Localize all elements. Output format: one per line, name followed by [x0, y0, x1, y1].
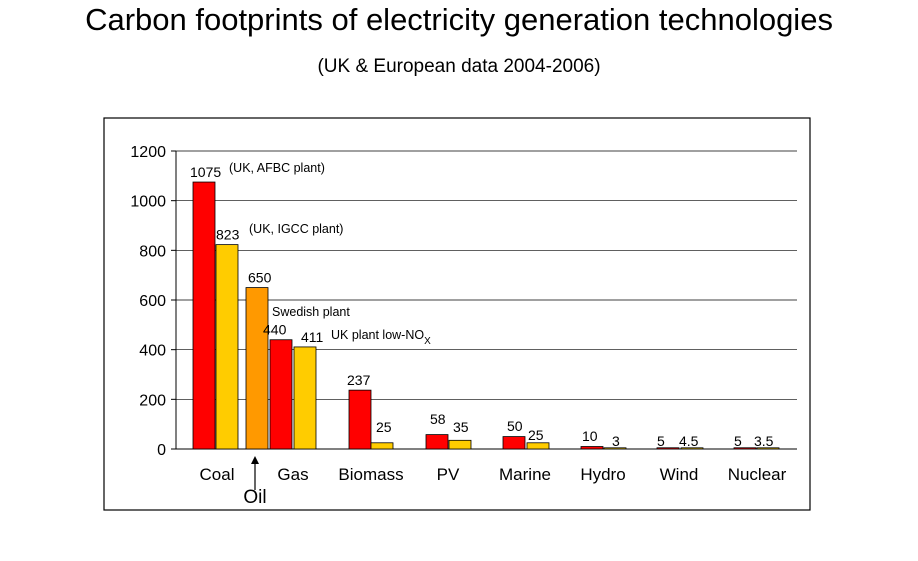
x-category-label: Oil [243, 487, 266, 508]
y-tick-label: 1200 [130, 144, 166, 161]
bar-biomass-yellow [370, 442, 394, 450]
y-tick-label: 800 [139, 243, 166, 260]
bar-nuclear-yellow [756, 447, 780, 450]
data-label: 58 [430, 411, 446, 427]
data-label: 4.5 [679, 433, 699, 449]
bar-hydro-red [580, 446, 604, 450]
data-label: 25 [528, 427, 544, 443]
x-category-label: PV [437, 465, 460, 484]
data-label: 10 [582, 428, 598, 444]
annotation-coal-afbc: (UK, AFBC plant) [229, 161, 325, 175]
annotation-gas-uk-low-nox: UK plant low-NOX [331, 328, 431, 347]
annotation-gas-swedish: Swedish plant [272, 305, 350, 319]
y-tick-label: 1000 [130, 194, 166, 211]
bars [192, 181, 780, 450]
chart-frame [103, 117, 811, 511]
data-label: 1075 [190, 164, 221, 180]
annotation-coal-igcc: (UK, IGCC plant) [249, 222, 343, 236]
bar-hydro-yellow [603, 447, 627, 450]
x-category-label: Hydro [580, 465, 625, 484]
x-category-label: Biomass [338, 465, 403, 484]
oil-arrow-icon [251, 456, 259, 490]
data-label: 3 [612, 433, 620, 449]
x-axis: Coal Oil Gas Biomass PV Marine Hydro Wind Nuclea… [200, 465, 787, 508]
chart-title: Carbon footprints of electricity generat… [85, 2, 833, 37]
bar-wind-red [656, 447, 680, 450]
data-label: 440 [263, 322, 287, 338]
x-category-label: Nuclear [728, 465, 787, 484]
x-category-label: Coal [200, 465, 235, 484]
bar-wind-yellow [680, 447, 704, 450]
x-category-label: Gas [277, 465, 308, 484]
y-tick-label: 0 [157, 442, 166, 459]
y-tick-label: 400 [139, 343, 166, 360]
data-label: 823 [216, 227, 240, 243]
bar-coal-red [192, 181, 216, 450]
x-category-label: Marine [499, 465, 551, 484]
bar-marine-yellow [526, 442, 550, 450]
data-label: 3.5 [754, 433, 774, 449]
x-category-label: Wind [660, 465, 699, 484]
bar-pv-yellow [448, 439, 472, 450]
bar-biomass-red [348, 389, 372, 450]
bar-nuclear-red [733, 447, 757, 450]
y-tick-label: 600 [139, 293, 166, 310]
chart-subtitle: (UK & European data 2004-2006) [317, 56, 601, 77]
annotation-gas-uk-low-nox-main: UK plant low-NO [331, 328, 424, 342]
data-label: 5 [657, 433, 665, 449]
bar-pv-red [425, 434, 449, 450]
bar-coal-yellow [215, 244, 239, 450]
data-label: 50 [507, 418, 523, 434]
data-label: 237 [347, 372, 371, 388]
y-tick-label: 200 [139, 392, 166, 409]
data-label: 411 [301, 329, 324, 345]
bar-marine-red [502, 436, 526, 450]
annotation-gas-uk-low-nox-subscript: X [424, 336, 431, 347]
bar-gas-yellow [293, 346, 317, 450]
bar-oil-orange [245, 287, 269, 450]
data-label: 650 [248, 270, 272, 286]
data-label: 25 [376, 419, 392, 435]
bar-gas-red [269, 339, 293, 450]
data-label: 5 [734, 433, 742, 449]
data-label: 35 [453, 419, 469, 435]
